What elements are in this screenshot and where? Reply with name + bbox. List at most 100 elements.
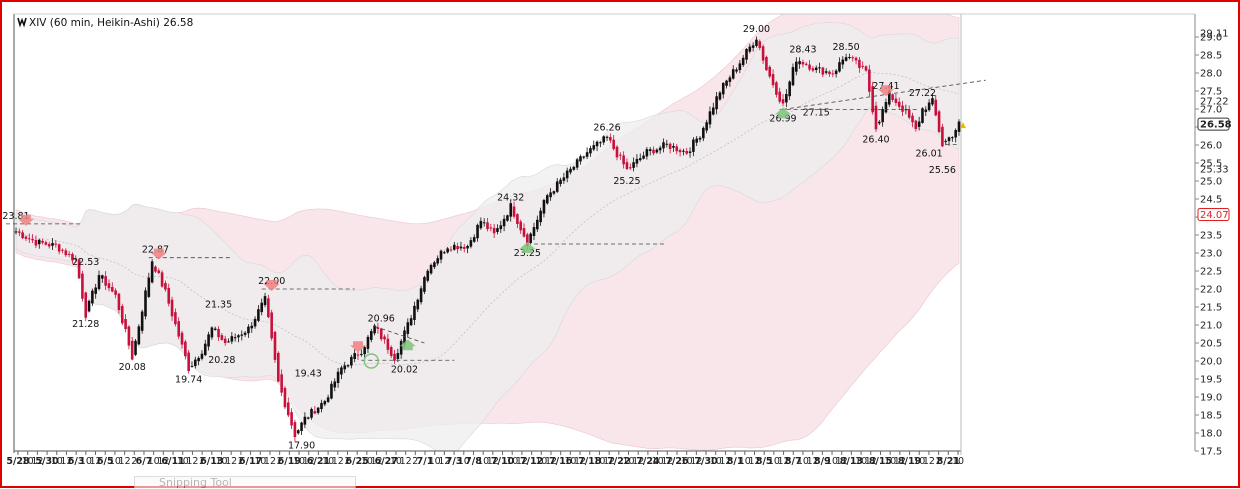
y-tick-label-23: 29.0 bbox=[1200, 33, 1222, 44]
sell-marker-5 bbox=[877, 85, 894, 97]
candle-body-250 bbox=[844, 57, 848, 61]
annotation-1: 22.53 bbox=[72, 257, 99, 268]
candle-body-126 bbox=[433, 262, 436, 268]
candle-body-106 bbox=[366, 336, 370, 349]
candle-body-129 bbox=[443, 252, 446, 254]
candle-body-161 bbox=[549, 192, 552, 198]
x-tick-label-89: 8/15 bbox=[869, 456, 892, 467]
annotation-17: 29.00 bbox=[743, 24, 770, 35]
candle-body-171 bbox=[582, 156, 586, 158]
candle-body-144 bbox=[492, 227, 496, 234]
x-tick-label-50: 7/10 bbox=[491, 456, 515, 467]
x-tick-label-21: 10 bbox=[215, 456, 227, 467]
candle-body-134 bbox=[459, 246, 463, 249]
candle-body-67 bbox=[237, 335, 240, 338]
candle-body-148 bbox=[506, 215, 509, 221]
x-tick-label-47: 7/8 bbox=[465, 456, 482, 467]
buy-marker-3 bbox=[775, 107, 792, 119]
x-tick-label-55: 12 bbox=[545, 456, 557, 467]
candle-body-265 bbox=[894, 98, 898, 103]
candle-body-160 bbox=[545, 195, 549, 204]
x-tick-label-1: 10 bbox=[22, 456, 34, 467]
x-tick-label-54: 10 bbox=[535, 456, 547, 467]
candle-body-245 bbox=[828, 71, 831, 75]
candle-body-271 bbox=[914, 120, 918, 129]
candle-body-212 bbox=[718, 92, 722, 100]
candle-body-0 bbox=[14, 231, 18, 233]
candle-body-29 bbox=[110, 286, 114, 292]
candle-body-128 bbox=[439, 250, 443, 260]
candle-body-236 bbox=[798, 61, 801, 65]
candle-body-281 bbox=[947, 137, 951, 142]
buy-marker-1 bbox=[399, 339, 416, 351]
candle-body-201 bbox=[682, 150, 685, 152]
x-tick-label-15: 12 bbox=[157, 456, 169, 467]
candle-body-210 bbox=[711, 107, 715, 115]
candle-body-61 bbox=[217, 328, 220, 338]
candle-body-266 bbox=[897, 101, 901, 107]
x-tick-label-13: 6/7 bbox=[136, 456, 153, 467]
annotation-0: 23.81 bbox=[2, 211, 29, 222]
candle-body-234 bbox=[791, 67, 795, 86]
x-tick-label-94: 12 bbox=[923, 456, 935, 467]
x-tick-label-8: 12 bbox=[89, 456, 101, 467]
x-tick-label-51: 10 bbox=[506, 456, 518, 467]
candle-body-58 bbox=[207, 334, 210, 347]
x-tick-label-36: 10 bbox=[361, 456, 373, 467]
candle-body-229 bbox=[775, 82, 778, 95]
candle-body-122 bbox=[419, 288, 423, 303]
x-tick-label-92: 8/19 bbox=[898, 456, 921, 467]
candle-body-121 bbox=[416, 299, 420, 310]
candle-body-46 bbox=[167, 287, 171, 304]
candle-body-136 bbox=[466, 245, 469, 249]
candle-body-163 bbox=[555, 181, 559, 192]
candle-body-28 bbox=[107, 283, 111, 289]
candle-body-255 bbox=[861, 65, 865, 67]
candle-body-131 bbox=[449, 249, 453, 251]
band-midline bbox=[15, 72, 960, 366]
candle-body-220 bbox=[745, 48, 748, 60]
candle-body-175 bbox=[595, 141, 599, 147]
candle-body-252 bbox=[851, 57, 855, 59]
candle-body-60 bbox=[213, 328, 217, 330]
candle-body-9 bbox=[44, 242, 48, 245]
annotation-19: 28.50 bbox=[833, 42, 860, 53]
candle-body-267 bbox=[901, 105, 904, 112]
x-tick-label-67: 12 bbox=[661, 456, 673, 467]
candle-body-156 bbox=[532, 227, 536, 236]
annotation-23: 27.22 bbox=[909, 88, 936, 99]
annotation-16: 25.25 bbox=[613, 176, 640, 187]
x-tick-label-84: 10 bbox=[826, 456, 838, 467]
candle-body-82 bbox=[286, 402, 290, 416]
candle-body-24 bbox=[94, 287, 97, 294]
price-label-text-1: 27.22 bbox=[1200, 97, 1229, 108]
x-tick-label-59: 7/18 bbox=[578, 456, 602, 467]
candle-body-117 bbox=[403, 330, 406, 345]
candle-body-85 bbox=[296, 430, 300, 434]
x-tick-label-87: 10 bbox=[855, 456, 867, 467]
candle-body-70 bbox=[247, 326, 250, 334]
candle-body-80 bbox=[280, 374, 283, 393]
y-tick-label-2: 18.5 bbox=[1200, 411, 1222, 422]
x-tick-label-24: 6/17 bbox=[239, 456, 262, 467]
x-tick-label-38: 6/27 bbox=[375, 456, 398, 467]
candle-body-20 bbox=[81, 273, 84, 299]
candle-body-141 bbox=[482, 222, 486, 224]
x-tick-label-18: 12 bbox=[186, 456, 198, 467]
candle-body-256 bbox=[864, 66, 868, 71]
annotation-5: 21.35 bbox=[205, 299, 232, 310]
y-tick-label-7: 21.0 bbox=[1200, 321, 1222, 332]
candle-body-159 bbox=[542, 199, 546, 214]
candle-body-13 bbox=[57, 244, 61, 252]
candle-body-36 bbox=[134, 340, 137, 355]
candle-body-152 bbox=[519, 221, 523, 231]
candle-body-219 bbox=[741, 57, 745, 66]
candle-body-83 bbox=[290, 412, 293, 426]
candle-body-100 bbox=[346, 365, 350, 367]
candle-body-127 bbox=[436, 258, 439, 264]
candle-body-170 bbox=[579, 156, 582, 162]
candle-body-168 bbox=[572, 166, 576, 170]
signal-markers bbox=[17, 85, 966, 369]
